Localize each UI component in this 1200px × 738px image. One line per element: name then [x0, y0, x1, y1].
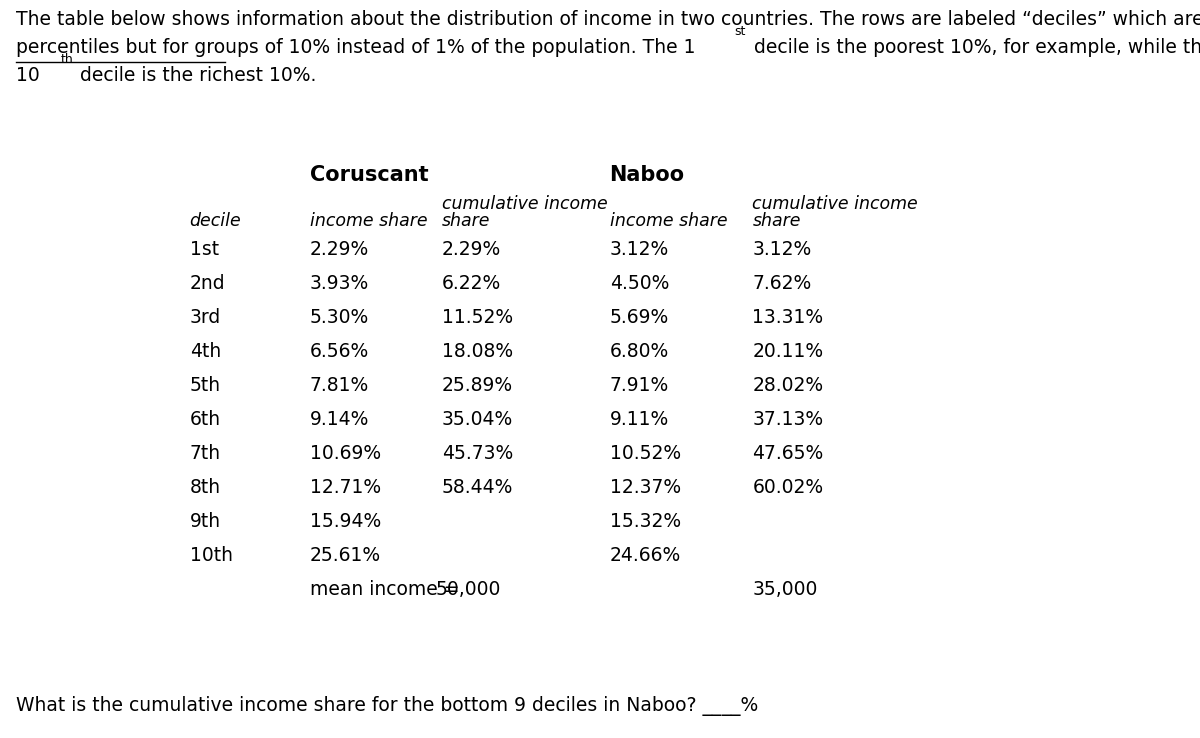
Text: 3rd: 3rd	[190, 308, 221, 327]
Text: 3.12%: 3.12%	[752, 240, 811, 259]
Text: 1st: 1st	[190, 240, 218, 259]
Text: 6.22%: 6.22%	[442, 274, 500, 293]
Text: cumulative income: cumulative income	[442, 195, 607, 213]
Text: 7.91%: 7.91%	[610, 376, 668, 395]
Text: share: share	[752, 212, 800, 230]
Text: 13.31%: 13.31%	[752, 308, 823, 327]
Text: 2nd: 2nd	[190, 274, 226, 293]
Text: share: share	[442, 212, 490, 230]
Text: 28.02%: 28.02%	[752, 376, 823, 395]
Text: 20.11%: 20.11%	[752, 342, 823, 361]
Text: 10: 10	[16, 66, 40, 85]
Text: 6th: 6th	[190, 410, 221, 429]
Text: 8th: 8th	[190, 478, 221, 497]
Text: Coruscant: Coruscant	[310, 165, 428, 185]
Text: st: st	[734, 24, 745, 38]
Text: percentiles but for groups of 10% instead of 1% of the population. The 1: percentiles but for groups of 10% instea…	[16, 38, 696, 57]
Text: 3.93%: 3.93%	[310, 274, 368, 293]
Text: 4th: 4th	[190, 342, 221, 361]
Text: What is the cumulative income share for the bottom 9 deciles in Naboo? ____%: What is the cumulative income share for …	[16, 696, 758, 716]
Text: 9th: 9th	[190, 512, 221, 531]
Text: 25.61%: 25.61%	[310, 546, 380, 565]
Text: 18.08%: 18.08%	[442, 342, 512, 361]
Text: decile is the richest 10%.: decile is the richest 10%.	[74, 66, 317, 85]
Text: cumulative income: cumulative income	[752, 195, 918, 213]
Text: 5.69%: 5.69%	[610, 308, 668, 327]
Text: 7th: 7th	[190, 444, 221, 463]
Text: 35.04%: 35.04%	[442, 410, 512, 429]
Text: 10.52%: 10.52%	[610, 444, 680, 463]
Text: 2.29%: 2.29%	[442, 240, 500, 259]
Text: income share: income share	[310, 212, 427, 230]
Text: 5th: 5th	[190, 376, 221, 395]
Text: 25.89%: 25.89%	[442, 376, 512, 395]
Text: 9.14%: 9.14%	[310, 410, 368, 429]
Text: 3.12%: 3.12%	[610, 240, 668, 259]
Text: decile: decile	[190, 212, 241, 230]
Text: 11.52%: 11.52%	[442, 308, 512, 327]
Text: 12.37%: 12.37%	[610, 478, 680, 497]
Text: 15.32%: 15.32%	[610, 512, 680, 531]
Text: 10th: 10th	[190, 546, 233, 565]
Text: th: th	[61, 52, 74, 66]
Text: 37.13%: 37.13%	[752, 410, 823, 429]
Text: The table below shows information about the distribution of income in two countr: The table below shows information about …	[16, 10, 1200, 29]
Text: 45.73%: 45.73%	[442, 444, 512, 463]
Text: 58.44%: 58.44%	[442, 478, 512, 497]
Text: 2.29%: 2.29%	[310, 240, 368, 259]
Text: 24.66%: 24.66%	[610, 546, 680, 565]
Text: decile is the poorest 10%, for example, while the: decile is the poorest 10%, for example, …	[748, 38, 1200, 57]
Text: income share: income share	[610, 212, 727, 230]
Text: 35,000: 35,000	[752, 580, 817, 599]
Text: 9.11%: 9.11%	[610, 410, 668, 429]
Text: Naboo: Naboo	[610, 165, 685, 185]
Text: 4.50%: 4.50%	[610, 274, 668, 293]
Text: 5.30%: 5.30%	[310, 308, 368, 327]
Text: 12.71%: 12.71%	[310, 478, 380, 497]
Text: 6.80%: 6.80%	[610, 342, 668, 361]
Text: 6.56%: 6.56%	[310, 342, 368, 361]
Text: 7.81%: 7.81%	[310, 376, 368, 395]
Text: 10.69%: 10.69%	[310, 444, 380, 463]
Text: 47.65%: 47.65%	[752, 444, 823, 463]
Text: 60.02%: 60.02%	[752, 478, 823, 497]
Text: 7.62%: 7.62%	[752, 274, 811, 293]
Text: 15.94%: 15.94%	[310, 512, 380, 531]
Text: 50,000: 50,000	[436, 580, 500, 599]
Text: mean income =: mean income =	[310, 580, 466, 599]
